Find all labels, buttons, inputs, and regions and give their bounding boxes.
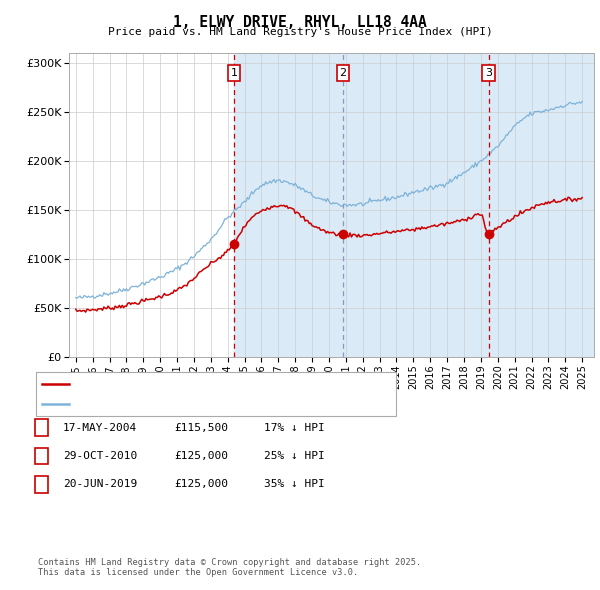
Text: £125,000: £125,000 xyxy=(174,480,228,489)
Bar xyxy=(489,53,594,357)
Text: Price paid vs. HM Land Registry's House Price Index (HPI): Price paid vs. HM Land Registry's House … xyxy=(107,27,493,37)
Text: 1: 1 xyxy=(38,423,45,432)
Text: 2: 2 xyxy=(340,68,346,78)
Text: 35% ↓ HPI: 35% ↓ HPI xyxy=(264,480,325,489)
Text: 1, ELWY DRIVE, RHYL, LL18 4AA (detached house): 1, ELWY DRIVE, RHYL, LL18 4AA (detached … xyxy=(74,379,344,389)
Text: 3: 3 xyxy=(485,68,492,78)
Text: HPI: Average price, detached house, Denbighshire: HPI: Average price, detached house, Denb… xyxy=(74,399,356,408)
Text: 17% ↓ HPI: 17% ↓ HPI xyxy=(264,423,325,432)
Text: 20-JUN-2019: 20-JUN-2019 xyxy=(63,480,137,489)
Text: Contains HM Land Registry data © Crown copyright and database right 2025.
This d: Contains HM Land Registry data © Crown c… xyxy=(38,558,421,577)
Text: £115,500: £115,500 xyxy=(174,423,228,432)
Text: 25% ↓ HPI: 25% ↓ HPI xyxy=(264,451,325,461)
Text: £125,000: £125,000 xyxy=(174,451,228,461)
Text: 1, ELWY DRIVE, RHYL, LL18 4AA: 1, ELWY DRIVE, RHYL, LL18 4AA xyxy=(173,15,427,30)
Text: 29-OCT-2010: 29-OCT-2010 xyxy=(63,451,137,461)
Text: 3: 3 xyxy=(38,480,45,489)
Bar xyxy=(234,53,489,357)
Text: 2: 2 xyxy=(38,451,45,461)
Text: 17-MAY-2004: 17-MAY-2004 xyxy=(63,423,137,432)
Text: 1: 1 xyxy=(230,68,238,78)
